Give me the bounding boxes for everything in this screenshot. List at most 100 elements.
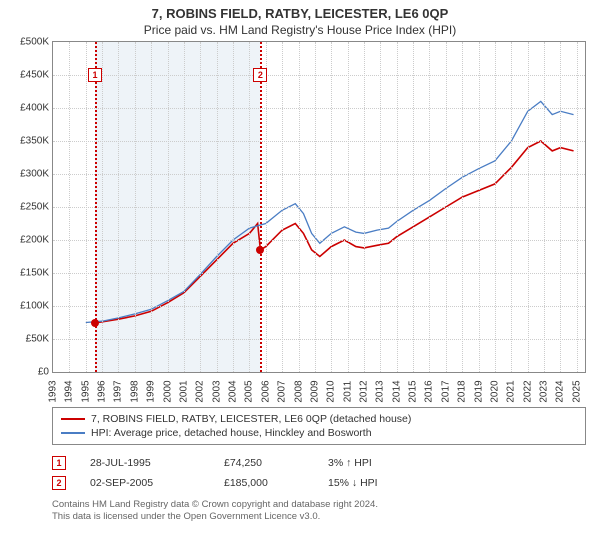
x-tick-label: 2018 xyxy=(457,380,468,402)
gridline-v xyxy=(86,42,87,372)
gridline-v xyxy=(69,42,70,372)
x-tick-label: 2023 xyxy=(539,380,550,402)
sale-marker-box: 2 xyxy=(253,68,267,82)
gridline-v xyxy=(118,42,119,372)
x-tick-label: 2009 xyxy=(309,380,320,402)
footer-line: This data is licensed under the Open Gov… xyxy=(52,511,586,523)
legend-item: HPI: Average price, detached house, Hinc… xyxy=(61,426,577,440)
gridline-v xyxy=(233,42,234,372)
gridline-h xyxy=(53,75,585,76)
x-tick-label: 1994 xyxy=(64,380,75,402)
y-tick-label: £50K xyxy=(26,334,49,345)
y-tick-label: £250K xyxy=(20,202,49,213)
x-tick-label: 1995 xyxy=(80,380,91,402)
x-tick-label: 1996 xyxy=(97,380,108,402)
sale-dot xyxy=(256,246,264,254)
gridline-h xyxy=(53,174,585,175)
x-tick-label: 2012 xyxy=(359,380,370,402)
gridline-v xyxy=(479,42,480,372)
gridline-v xyxy=(266,42,267,372)
gridline-v xyxy=(462,42,463,372)
x-tick-label: 1993 xyxy=(48,380,59,402)
x-tick-label: 1998 xyxy=(129,380,140,402)
sales-row: 1 28-JUL-1995 £74,250 3% ↑ HPI xyxy=(52,453,586,473)
chart-plot-area: £0£50K£100K£150K£200K£250K£300K£350K£400… xyxy=(52,41,586,373)
x-tick-label: 2005 xyxy=(244,380,255,402)
sales-row-hpi: 15% ↓ HPI xyxy=(328,477,378,489)
footer-line: Contains HM Land Registry data © Crown c… xyxy=(52,499,586,511)
chart-subtitle: Price paid vs. HM Land Registry's House … xyxy=(0,21,600,41)
gridline-v xyxy=(135,42,136,372)
x-tick-label: 2022 xyxy=(522,380,533,402)
sales-row: 2 02-SEP-2005 £185,000 15% ↓ HPI xyxy=(52,473,586,493)
chart-title: 7, ROBINS FIELD, RATBY, LEICESTER, LE6 0… xyxy=(0,0,600,21)
gridline-v xyxy=(544,42,545,372)
y-tick-label: £500K xyxy=(20,37,49,48)
sales-table: 1 28-JUL-1995 £74,250 3% ↑ HPI 2 02-SEP-2005 £… xyxy=(52,453,586,493)
x-tick-label: 2021 xyxy=(506,380,517,402)
sales-row-hpi: 3% ↑ HPI xyxy=(328,457,372,469)
x-tick-label: 2000 xyxy=(162,380,173,402)
x-tick-label: 2020 xyxy=(489,380,500,402)
x-tick-label: 2003 xyxy=(211,380,222,402)
sales-row-marker: 1 xyxy=(52,456,66,470)
gridline-v xyxy=(168,42,169,372)
legend-label: HPI: Average price, detached house, Hinc… xyxy=(91,427,372,439)
y-tick-label: £0 xyxy=(38,367,49,378)
x-tick-label: 1997 xyxy=(113,380,124,402)
x-tick-label: 2006 xyxy=(260,380,271,402)
x-tick-label: 2013 xyxy=(375,380,386,402)
x-tick-label: 2001 xyxy=(178,380,189,402)
y-tick-label: £100K xyxy=(20,301,49,312)
gridline-v xyxy=(577,42,578,372)
gridline-v xyxy=(299,42,300,372)
y-tick-label: £350K xyxy=(20,136,49,147)
y-tick-label: £450K xyxy=(20,70,49,81)
sales-row-price: £185,000 xyxy=(224,477,304,489)
x-tick-label: 2019 xyxy=(473,380,484,402)
sales-row-date: 02-SEP-2005 xyxy=(90,477,200,489)
gridline-v xyxy=(102,42,103,372)
gridline-v xyxy=(315,42,316,372)
y-tick-label: £150K xyxy=(20,268,49,279)
gridline-v xyxy=(200,42,201,372)
legend-item: 7, ROBINS FIELD, RATBY, LEICESTER, LE6 0… xyxy=(61,412,577,426)
x-tick-label: 2024 xyxy=(555,380,566,402)
legend-swatch xyxy=(61,418,85,420)
x-tick-label: 2017 xyxy=(440,380,451,402)
sales-row-date: 28-JUL-1995 xyxy=(90,457,200,469)
series-line xyxy=(86,101,574,322)
gridline-v xyxy=(397,42,398,372)
gridline-v xyxy=(184,42,185,372)
gridline-h xyxy=(53,240,585,241)
x-tick-label: 2025 xyxy=(571,380,582,402)
x-tick-label: 2002 xyxy=(195,380,206,402)
gridline-v xyxy=(380,42,381,372)
x-tick-label: 2004 xyxy=(228,380,239,402)
gridline-v xyxy=(528,42,529,372)
x-tick-label: 2007 xyxy=(277,380,288,402)
gridline-v xyxy=(446,42,447,372)
gridline-v xyxy=(429,42,430,372)
sale-vline xyxy=(260,42,262,372)
gridline-h xyxy=(53,141,585,142)
legend-swatch xyxy=(61,432,85,434)
x-tick-label: 2011 xyxy=(342,381,353,403)
gridline-v xyxy=(151,42,152,372)
gridline-v xyxy=(511,42,512,372)
footer-attribution: Contains HM Land Registry data © Crown c… xyxy=(52,499,586,524)
legend-label: 7, ROBINS FIELD, RATBY, LEICESTER, LE6 0… xyxy=(91,413,411,425)
x-tick-label: 1999 xyxy=(146,380,157,402)
x-tick-label: 2010 xyxy=(326,380,337,402)
gridline-v xyxy=(364,42,365,372)
gridline-v xyxy=(348,42,349,372)
x-tick-label: 2016 xyxy=(424,380,435,402)
x-tick-label: 2008 xyxy=(293,380,304,402)
gridline-v xyxy=(495,42,496,372)
sales-row-price: £74,250 xyxy=(224,457,304,469)
y-tick-label: £400K xyxy=(20,103,49,114)
gridline-h xyxy=(53,207,585,208)
figure-root: 7, ROBINS FIELD, RATBY, LEICESTER, LE6 0… xyxy=(0,0,600,560)
sales-row-marker: 2 xyxy=(52,476,66,490)
x-tick-label: 2015 xyxy=(408,380,419,402)
